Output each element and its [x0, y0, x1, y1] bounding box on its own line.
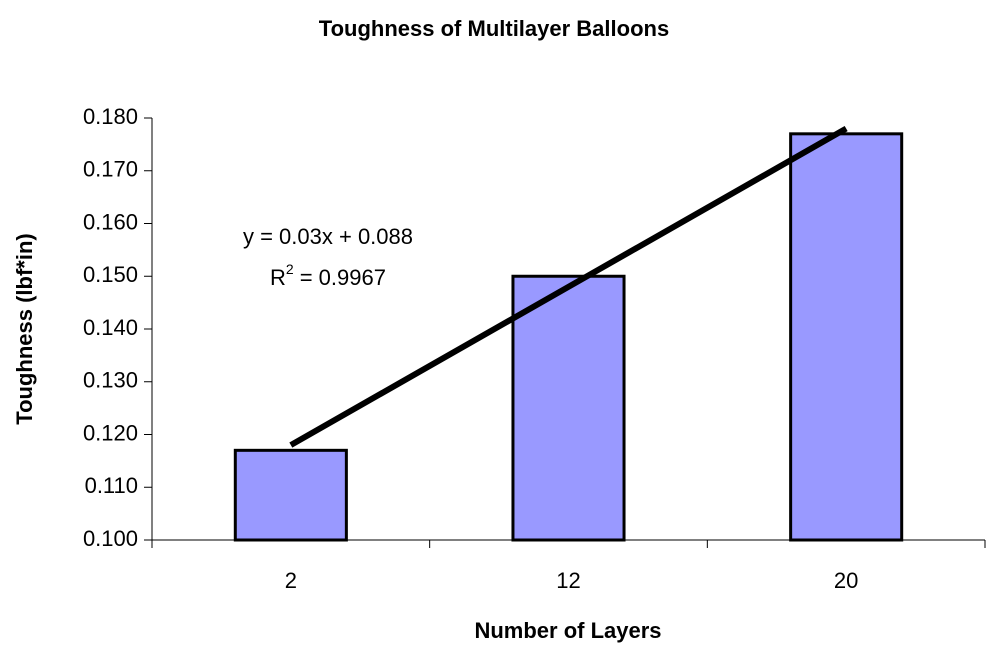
y-axis-title: Toughness (lbf*in): [12, 233, 37, 424]
r2-value: = 0.9967: [300, 265, 386, 290]
y-tick-label: 0.170: [83, 157, 138, 182]
y-tick-label: 0.130: [83, 368, 138, 393]
trendline: [289, 125, 848, 448]
y-tick-label: 0.100: [83, 526, 138, 551]
y-tick-label: 0.160: [83, 209, 138, 234]
x-tick-label: 12: [556, 568, 580, 593]
bar: [511, 274, 626, 542]
bar: [789, 132, 904, 542]
y-tick-label: 0.150: [83, 262, 138, 287]
chart-title: Toughness of Multilayer Balloons: [319, 16, 669, 41]
y-tick-label: 0.140: [83, 315, 138, 340]
y-tick-label: 0.120: [83, 420, 138, 445]
trendline-r2: R2 = 0.9967: [270, 261, 386, 290]
y-tick-label: 0.110: [85, 473, 138, 498]
x-tick-label: 20: [834, 568, 858, 593]
x-tick-label: 2: [285, 568, 297, 593]
trendline-equation: y = 0.03x + 0.088: [243, 224, 413, 249]
bar: [233, 448, 348, 542]
x-axis-title: Number of Layers: [474, 618, 661, 643]
r2-symbol: R: [270, 265, 286, 290]
y-tick-label: 0.180: [83, 104, 138, 129]
r2-power: 2: [286, 261, 294, 277]
